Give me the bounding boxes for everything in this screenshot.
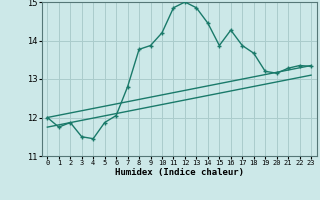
X-axis label: Humidex (Indice chaleur): Humidex (Indice chaleur): [115, 168, 244, 177]
